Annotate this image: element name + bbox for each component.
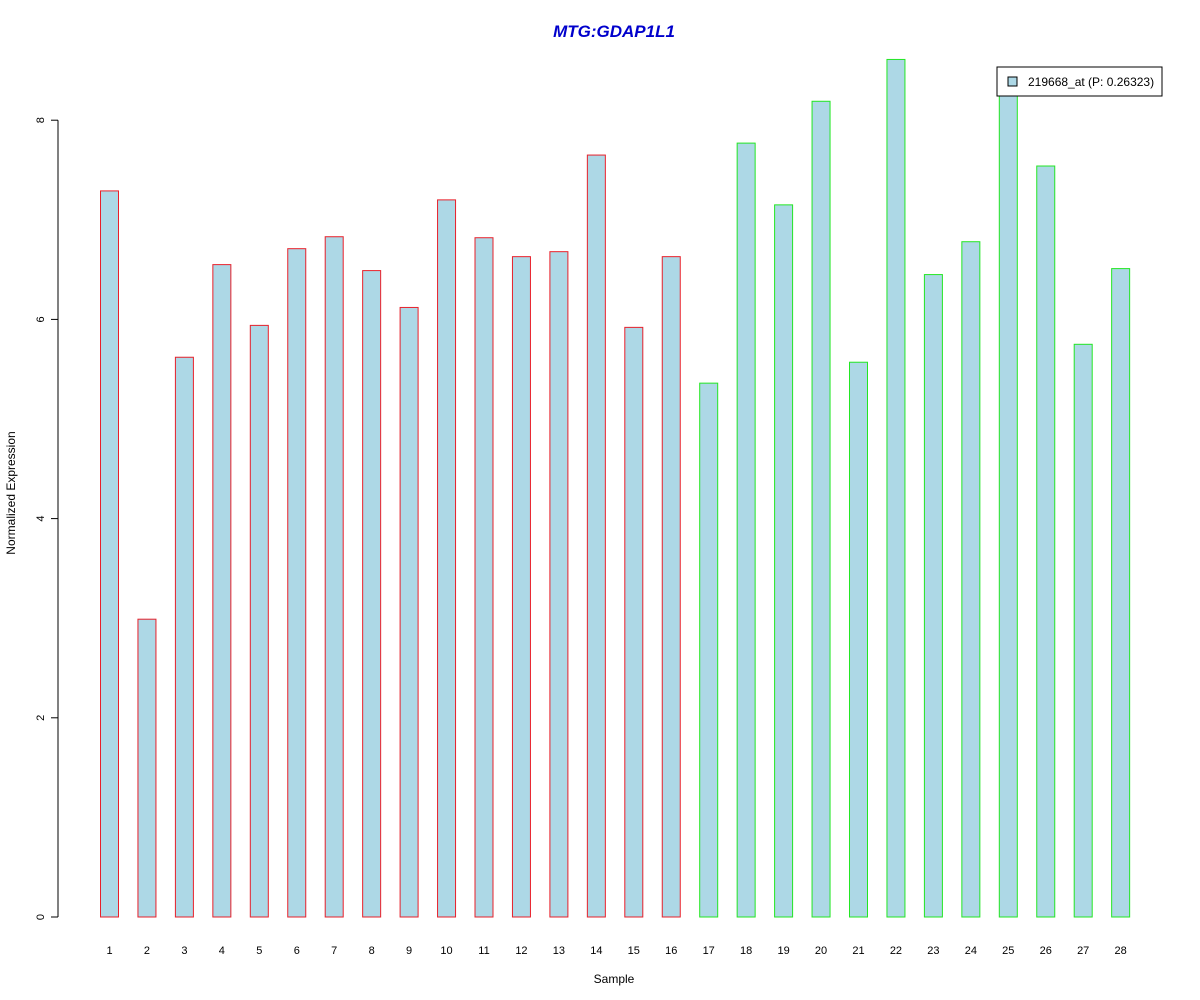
y-tick-label: 0	[35, 914, 47, 920]
bar-sample-24	[961, 241, 981, 918]
bar-sample-14	[586, 154, 606, 918]
bar-sample-12	[511, 256, 531, 918]
x-tick-label: 14	[590, 945, 602, 957]
bar-sample-5	[249, 324, 269, 918]
y-axis: 0 2 4 6 8	[35, 117, 59, 920]
bar-sample-3	[174, 356, 194, 918]
x-tick-label: 16	[665, 945, 677, 957]
bar-sample-16	[661, 256, 681, 918]
x-tick-label: 5	[256, 945, 262, 957]
x-axis-tick-labels: 1 2 3 4 5 6 7 8 9 10 11 12 13 14 15 16 17 18 19 20 21 22 23 24 2…	[106, 945, 1126, 957]
y-axis-label: Normalized Expression	[4, 431, 18, 554]
bar-sample-25	[998, 89, 1018, 918]
bar-sample-26	[1036, 165, 1056, 918]
bar-sample-7	[324, 236, 344, 918]
bar-sample-8	[362, 270, 382, 918]
bar-sample-15	[624, 326, 644, 918]
bar-sample-22	[886, 58, 906, 918]
x-tick-label: 22	[890, 945, 902, 957]
y-tick-label: 8	[35, 117, 47, 123]
chart-title: MTG:GDAP1L1	[553, 22, 675, 41]
bar-sample-19	[774, 204, 794, 918]
x-tick-label: 12	[515, 945, 527, 957]
bar-sample-21	[849, 361, 868, 918]
bar-sample-20	[811, 100, 831, 918]
x-tick-label: 28	[1115, 945, 1127, 957]
x-tick-label: 24	[965, 945, 977, 957]
bar-sample-27	[1073, 343, 1093, 918]
x-tick-label: 27	[1077, 945, 1089, 957]
x-tick-label: 20	[815, 945, 827, 957]
bar-sample-11	[474, 237, 494, 918]
bar-sample-1	[100, 190, 119, 918]
bars	[100, 58, 1131, 918]
x-tick-label: 1	[106, 945, 112, 957]
bar-sample-17	[699, 382, 719, 918]
x-tick-label: 7	[331, 945, 337, 957]
y-tick-label: 4	[35, 516, 47, 522]
x-tick-label: 26	[1040, 945, 1052, 957]
x-tick-label: 17	[703, 945, 715, 957]
x-tick-label: 15	[628, 945, 640, 957]
x-tick-label: 25	[1002, 945, 1014, 957]
legend: 219668_at (P: 0.26323)	[996, 66, 1163, 97]
x-tick-label: 3	[181, 945, 187, 957]
x-tick-label: 6	[294, 945, 300, 957]
bar-sample-18	[736, 142, 756, 918]
legend-box	[996, 66, 1163, 97]
bar-sample-10	[437, 199, 457, 918]
x-tick-label: 18	[740, 945, 752, 957]
x-tick-label: 21	[852, 945, 864, 957]
x-tick-label: 11	[478, 945, 489, 957]
bar-sample-13	[549, 251, 569, 918]
y-tick-label: 2	[35, 715, 47, 721]
x-tick-label: 4	[219, 945, 225, 957]
legend-swatch	[1007, 76, 1018, 87]
bar-sample-23	[923, 274, 943, 918]
bar-sample-6	[287, 248, 307, 918]
y-tick-label: 6	[35, 316, 47, 322]
x-axis-label: Sample	[594, 972, 635, 986]
bar-sample-4	[212, 264, 232, 918]
x-tick-label: 2	[144, 945, 150, 957]
x-tick-label: 13	[553, 945, 565, 957]
x-tick-label: 10	[440, 945, 452, 957]
bar-sample-9	[399, 306, 419, 918]
bar-sample-28	[1111, 268, 1131, 918]
bar-sample-2	[137, 618, 157, 918]
x-tick-label: 23	[927, 945, 939, 957]
x-tick-label: 19	[777, 945, 789, 957]
x-tick-label: 9	[406, 945, 412, 957]
x-tick-label: 8	[369, 945, 375, 957]
legend-label: 219668_at (P: 0.26323)	[1028, 75, 1154, 89]
